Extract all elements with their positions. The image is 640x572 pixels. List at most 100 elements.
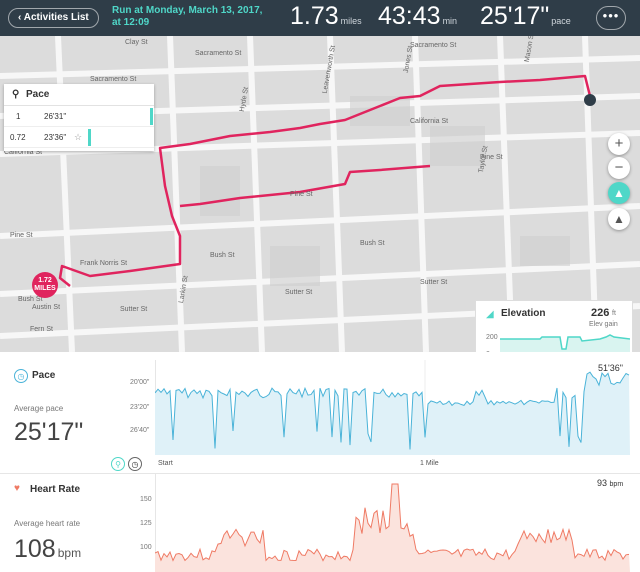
split-bar <box>88 129 91 146</box>
street-label: Sacramento St <box>195 50 242 57</box>
elevation-icon: ◢ <box>486 309 494 320</box>
mile-marker-unit: MILES <box>34 285 56 292</box>
time-stat: 43:43 min <box>378 2 457 31</box>
elev-gain-value: 226 <box>591 307 610 319</box>
clock-icon: ◷ <box>14 369 28 383</box>
terrain-toggle-button[interactable]: ▲ <box>608 182 630 204</box>
street-label: Sutter St <box>285 289 313 296</box>
street-label: California St <box>410 118 449 125</box>
hr-avg-value: 108 <box>14 535 56 563</box>
pace-max-label: 51'36" <box>598 363 623 373</box>
hr-tick: 150 <box>140 496 152 503</box>
pace-splits-panel: ⚲ Pace 1 26'31" 0.72 23'36" ☆ <box>4 84 154 151</box>
time-unit: min <box>442 16 458 26</box>
elev-tick-200: 200 <box>486 334 498 341</box>
hr-line <box>155 483 630 562</box>
top-bar: ‹ Activities List Run at Monday, March 1… <box>0 0 640 36</box>
clock-toggle-button[interactable]: ◷ <box>128 457 142 471</box>
more-options-button[interactable]: ••• <box>596 6 626 30</box>
distance-value: 1.73 <box>290 2 339 30</box>
split-bar <box>150 108 153 125</box>
street-label: Austin St <box>32 304 61 311</box>
split-row[interactable]: 1 26'31" <box>4 106 154 127</box>
hr-avg-unit: bpm <box>57 546 82 560</box>
pace-chart-title: Pace <box>32 370 56 381</box>
pace-avg-label: Average pace <box>14 404 64 413</box>
pace-tick: 20'00" <box>130 379 150 386</box>
pace-axis-row: ⚲ ◷ Start 1 Mile <box>0 457 640 471</box>
elevation-toggle-button[interactable]: ▲ <box>608 208 630 230</box>
peak-icon: ▲ <box>613 212 625 226</box>
street-label: Fern St <box>30 326 53 333</box>
heart-rate-section: ♥ Heart Rate Average heart rate 108 bpm 1… <box>0 473 640 572</box>
street-label: Bush St <box>18 296 43 303</box>
more-icon: ••• <box>602 8 620 23</box>
time-value: 43:43 <box>378 2 441 30</box>
elevation-card: ◢ Elevation 226 ft Elev gain 200 0 <box>475 300 633 352</box>
pace-splits-title: Pace <box>26 89 50 100</box>
hr-avg: 108 bpm <box>14 535 81 564</box>
pace-tick: 23'20" <box>130 404 150 411</box>
hr-chart-title: Heart Rate <box>30 484 81 495</box>
run-title-line2: at 12:09 <box>112 17 150 28</box>
hr-max: 93 bpm <box>597 478 623 488</box>
location-pin-icon: ⚲ <box>12 89 20 100</box>
pace-chart[interactable] <box>155 360 635 455</box>
street-label: Pine St <box>290 191 313 198</box>
street-label: Sacramento St <box>90 76 137 83</box>
zoom-out-button[interactable]: − <box>608 157 630 179</box>
route-path <box>58 74 592 287</box>
hr-area <box>155 484 630 572</box>
pace-section: ◷ Pace Average pace 25'17" 20'00" 23'20"… <box>0 360 640 455</box>
mile-marker[interactable]: 1.72 MILES <box>32 272 58 298</box>
hr-tick: 100 <box>140 544 152 551</box>
elev-gain-unit: ft <box>612 310 616 317</box>
split-row[interactable]: 0.72 23'36" ☆ <box>4 127 154 148</box>
heart-rate-chart[interactable] <box>155 474 635 572</box>
street-label: Sutter St <box>420 279 448 286</box>
run-title: Run at Monday, March 13, 2017, at 12:09 <box>112 5 282 29</box>
street-label: Frank Norris St <box>80 260 128 267</box>
location-toggle-button[interactable]: ⚲ <box>111 457 125 471</box>
mountain-icon: ▲ <box>613 186 625 200</box>
hr-avg-label: Average heart rate <box>14 519 81 528</box>
hr-max-unit: bpm <box>609 481 624 488</box>
run-title-line1: Run at Monday, March 13, 2017, <box>112 5 263 16</box>
distance-unit: miles <box>340 16 362 26</box>
star-icon[interactable]: ☆ <box>74 132 83 142</box>
end-marker <box>584 94 596 106</box>
activities-list-button[interactable]: ‹ Activities List <box>8 8 99 28</box>
heart-icon: ♥ <box>14 483 20 494</box>
pace-splits-header: ⚲ Pace <box>4 84 154 106</box>
distance-stat: 1.73 miles <box>290 2 362 31</box>
pace-x-start: Start <box>158 460 173 467</box>
elevation-sparkline <box>500 334 630 352</box>
split-mile: 1 <box>16 112 21 121</box>
pace-line <box>155 371 630 450</box>
zoom-in-button[interactable]: + <box>608 133 630 155</box>
elevation-title: Elevation <box>501 308 546 319</box>
street-label: Clay St <box>125 39 148 46</box>
street-label: Sutter St <box>120 306 148 313</box>
route-map[interactable]: Sacramento St Sacramento St Sacramento S… <box>0 36 640 352</box>
elev-gain-label: Elev gain <box>589 321 618 328</box>
street-label: Pine St <box>10 232 33 239</box>
pace-stat: 25'17" pace <box>480 2 571 31</box>
elev-tick-0: 0 <box>486 351 490 352</box>
street-label: Bush St <box>210 252 235 259</box>
street-label: Bush St <box>360 240 385 247</box>
pace-tick: 26'40" <box>130 427 150 434</box>
street-label: California St <box>4 149 43 156</box>
street-label: Sacramento St <box>410 42 457 49</box>
pace-x-mile: 1 Mile <box>420 460 439 467</box>
street-label: Pine St <box>480 154 503 161</box>
pace-unit: pace <box>551 16 571 26</box>
mile-marker-value: 1.72 <box>38 277 52 284</box>
pace-value: 25'17" <box>480 2 550 30</box>
pace-area <box>155 372 630 455</box>
pace-avg-value: 25'17" <box>14 418 84 446</box>
split-pace: 23'36" <box>44 133 67 142</box>
hr-max-value: 93 <box>597 478 608 488</box>
hr-tick: 125 <box>140 520 152 527</box>
split-mile: 0.72 <box>10 133 26 142</box>
